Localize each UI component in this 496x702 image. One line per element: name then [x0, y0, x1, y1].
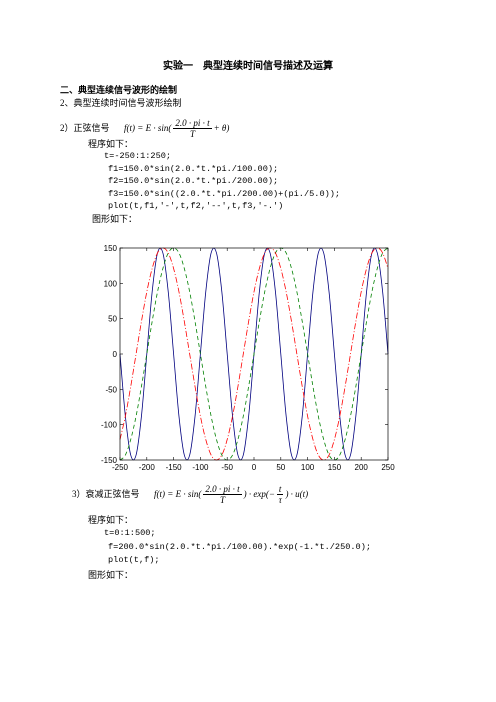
item-label: 2）正弦信号: [60, 123, 110, 133]
item1: 2）正弦信号 f(t) = E · sin(2.0 · pi · t T + θ): [60, 117, 229, 139]
title: 实验一 典型连续时间信号描述及运算: [163, 61, 333, 72]
formula-lhs: f(t) = E · sin(: [154, 489, 202, 499]
y-tick-label: -150: [101, 456, 118, 465]
code-line: t=0:1:500;: [104, 528, 156, 538]
y-tick-label: 100: [104, 279, 118, 288]
chart: -150 -100 -50 0 50 100 150 -250 -200 -150 -100 -50 0…: [101, 244, 395, 472]
y-tick-label: -100: [101, 421, 118, 430]
figure-label: 图形如下：: [88, 570, 134, 580]
code-line: f3=150.0*sin((2.0.*t.*pi./200.00)+(pi./5…: [108, 188, 341, 199]
code-line: f=200.0*sin(2.0.*t.*pi./100.00).*exp(-1.…: [108, 541, 372, 552]
y-tick-label: -50: [105, 385, 117, 394]
formula-mid: ) · exp(−: [243, 489, 275, 499]
denominator: T: [189, 129, 195, 140]
x-tick-label: -200: [139, 463, 156, 472]
numerator: 2.0 · pi · t: [203, 484, 242, 496]
code-line: f1=150.0*sin(2.0.*t.*pi./100.00);: [108, 163, 279, 174]
y-tick-label: 150: [104, 244, 118, 253]
y-tick-label: 50: [108, 315, 117, 324]
code-line: t=-250:1:250;: [104, 151, 172, 161]
item2: 3）衰减正弦信号 f(t) = E · sin(2.0 · pi · t T) ·…: [72, 482, 308, 506]
x-tick-label: 50: [276, 463, 285, 472]
x-tick-label: 150: [328, 463, 342, 472]
x-tick-label: 100: [301, 463, 315, 472]
numerator: t: [276, 484, 284, 496]
heading: 二、典型连续信号波形的绘制: [60, 85, 178, 95]
code-line: f2=150.0*sin(2.0.*t.*pi./200.00);: [108, 176, 279, 187]
item-label: 3）衰减正弦信号: [72, 489, 140, 499]
denominator: τ: [278, 495, 282, 506]
numerator: 2.0 · pi · t: [173, 118, 212, 130]
program-label: 程序如下：: [88, 139, 134, 149]
line-series: [119, 247, 389, 461]
denominator: T: [219, 495, 225, 506]
subheading: 2、典型连续时间信号波形绘制: [60, 98, 182, 108]
code-line: plot(t,f1,'-',t,f2,'--',t,f3,'-.'): [108, 201, 284, 212]
x-tick-label: 200: [355, 463, 369, 472]
formula-lhs: f(t) = E · sin(: [124, 123, 172, 133]
x-tick-label: 0: [252, 463, 257, 472]
x-tick-label: -100: [192, 463, 209, 472]
formula-tail: + θ): [213, 123, 230, 133]
x-tick-label: -150: [166, 463, 183, 472]
x-tick-label: 250: [381, 463, 395, 472]
formula-tail: ) · u(t): [285, 489, 309, 499]
code-line: plot(t,f);: [108, 555, 160, 565]
x-tick-label: -250: [112, 463, 129, 472]
program-label: 程序如下：: [88, 515, 134, 525]
figure-label: 图形如下：: [92, 214, 138, 224]
y-tick-label: 0: [113, 350, 118, 359]
line-series: [119, 247, 389, 461]
x-tick-label: -50: [221, 463, 233, 472]
plot-frame: [119, 247, 389, 461]
